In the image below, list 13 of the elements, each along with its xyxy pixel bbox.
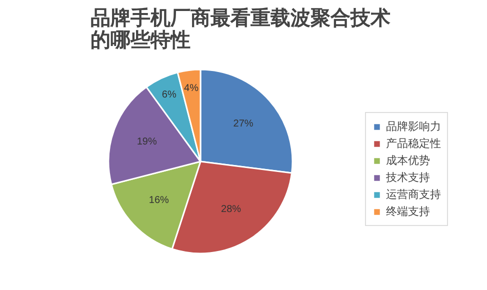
data-label: 4% [184, 82, 199, 94]
legend-label: 成本优势 [386, 154, 430, 168]
legend-label: 运营商支持 [386, 188, 441, 202]
data-label: 27% [233, 118, 254, 130]
legend-label: 终端支持 [386, 205, 430, 219]
data-label: 16% [148, 195, 170, 206]
data-label: 6% [162, 89, 176, 100]
data-label: 28% [221, 204, 242, 216]
chart-title: 品牌手机厂商最看重载波聚合技术的哪些特性 [90, 6, 390, 52]
data-label: 19% [136, 136, 157, 148]
legend-label: 技术支持 [386, 171, 430, 185]
legend-label: 品牌影响力 [386, 120, 441, 134]
legend-label: 产品稳定性 [386, 136, 441, 151]
